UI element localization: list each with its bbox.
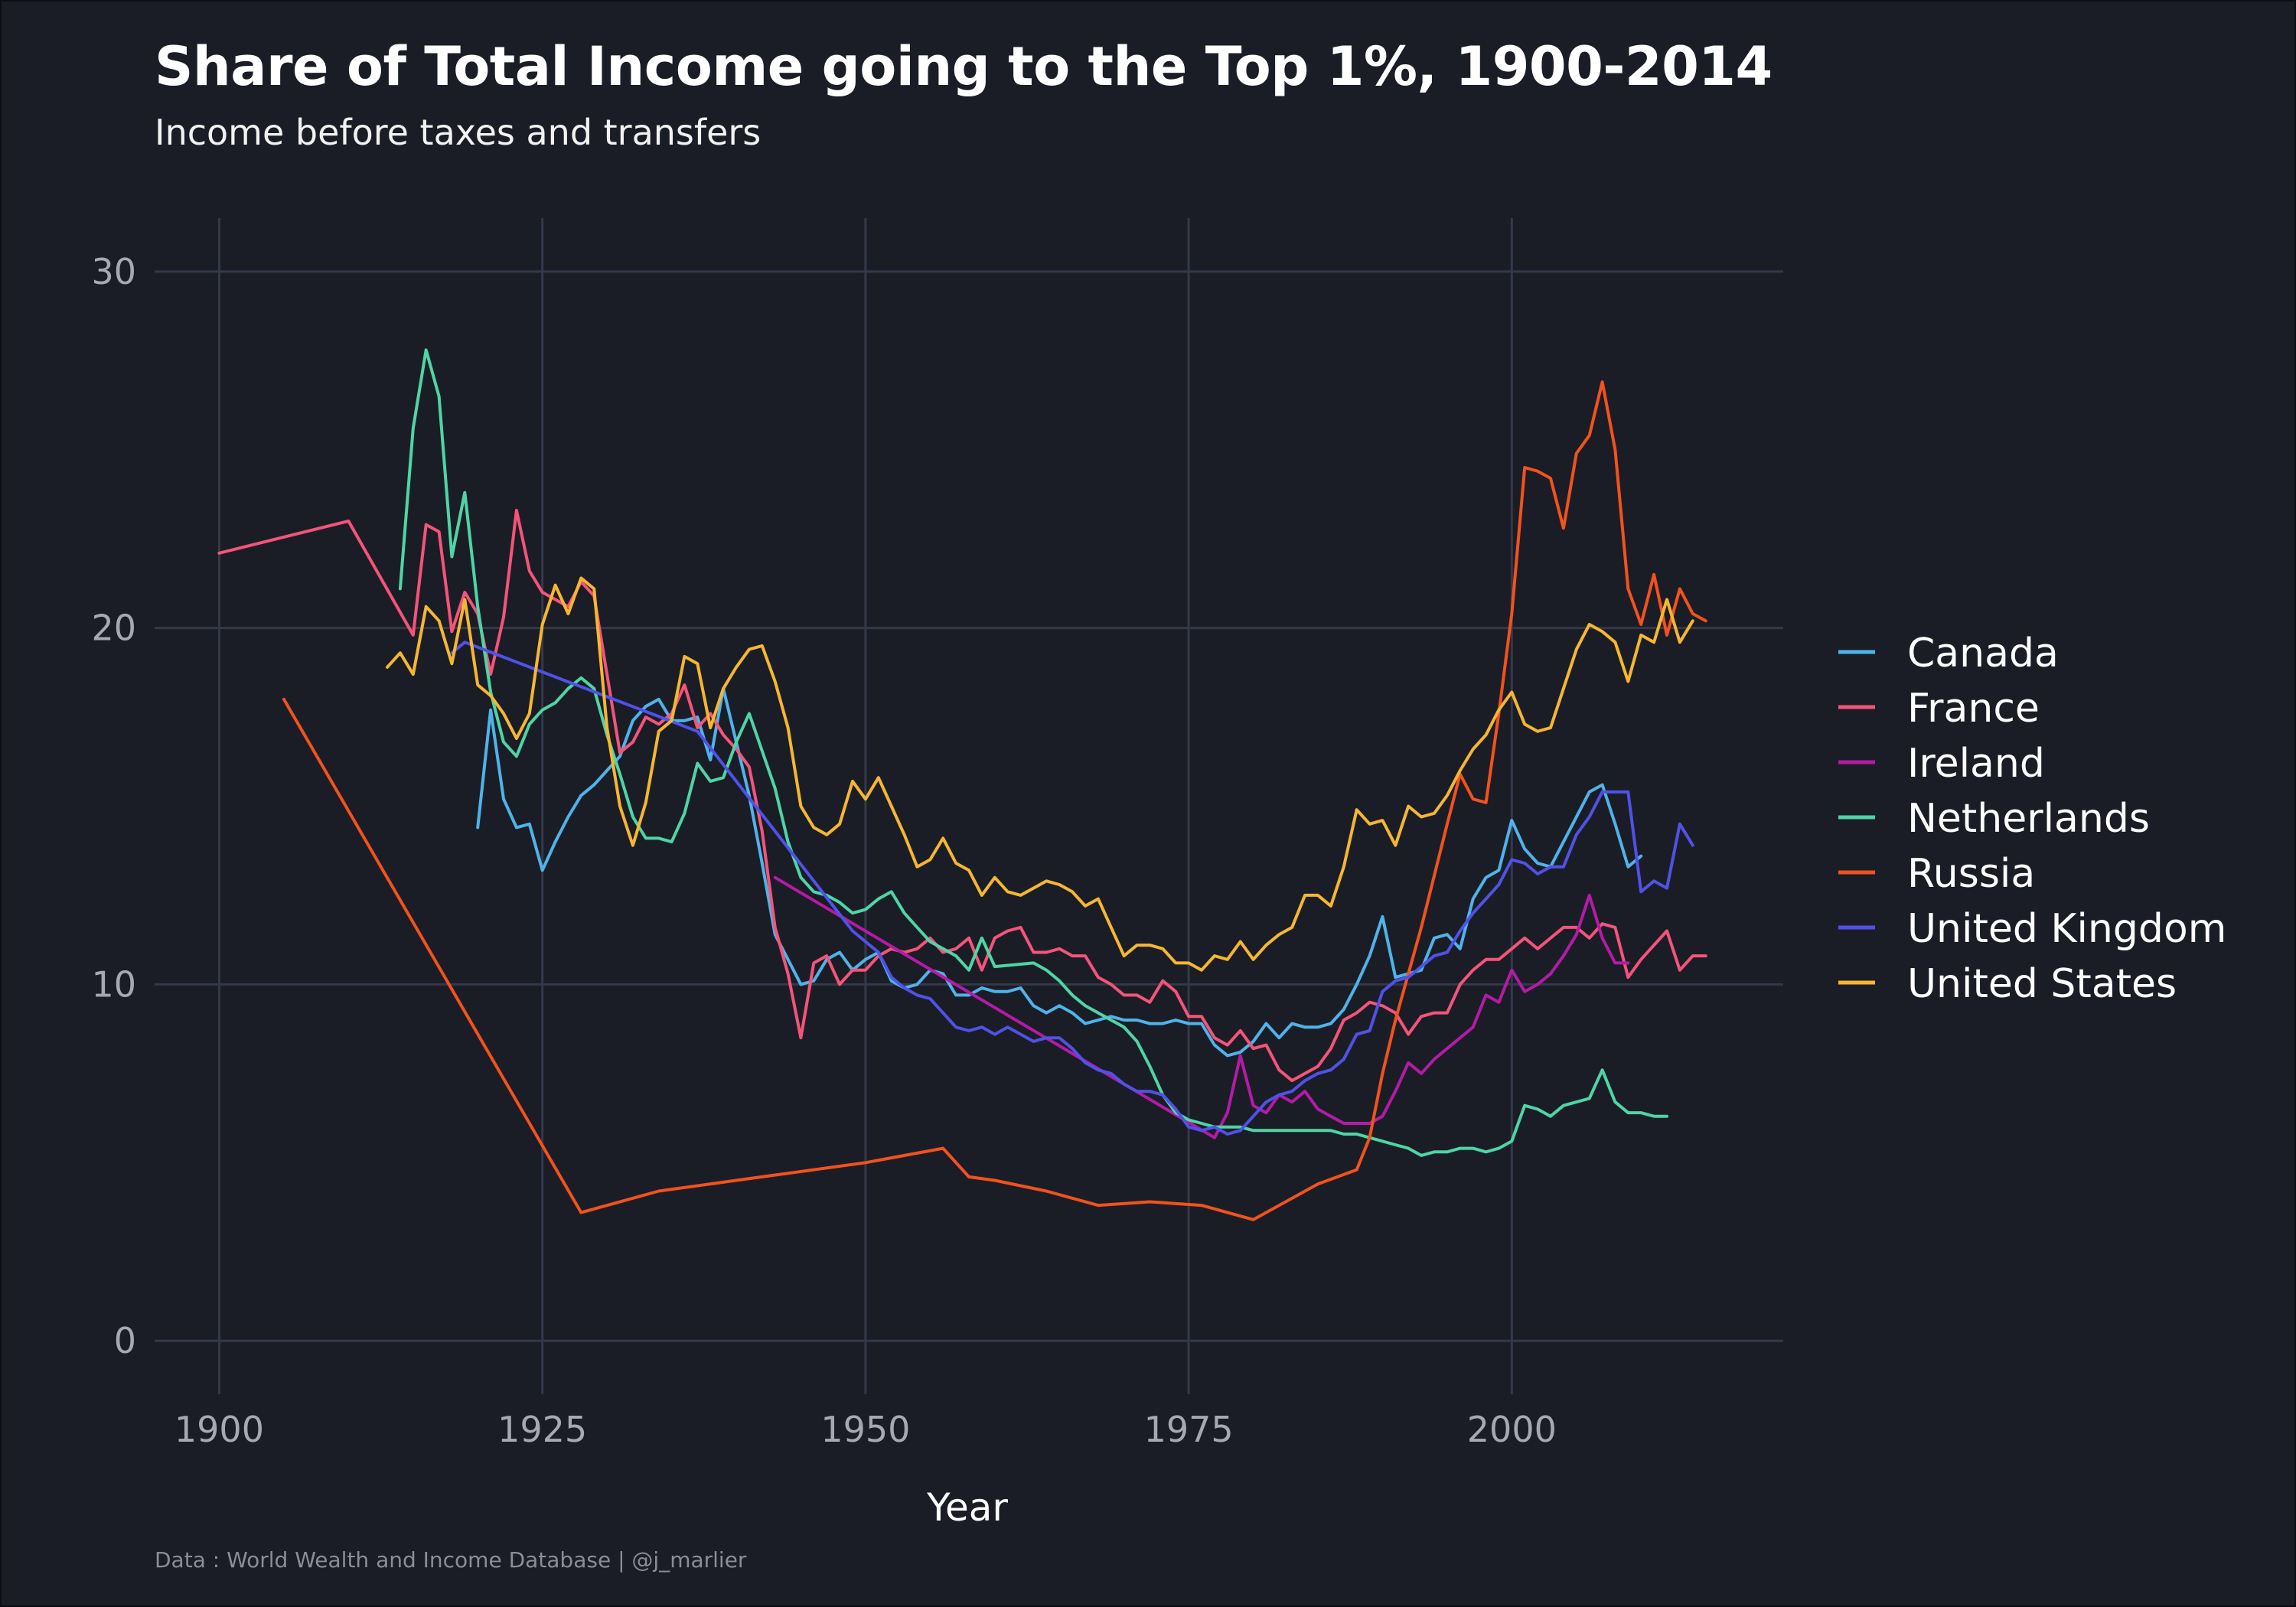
series-line-ireland bbox=[773, 875, 1630, 1139]
y-tick-labels: 0 10 20 30 bbox=[91, 251, 136, 1361]
x-tick-label-1975: 1975 bbox=[1144, 1409, 1234, 1450]
series-line-france bbox=[217, 508, 1707, 1083]
legend-label-united-states: United States bbox=[1907, 961, 2177, 1007]
series-line-netherlands bbox=[398, 348, 1668, 1157]
chart-title: Share of Total Income going to the Top 1… bbox=[155, 35, 1773, 98]
x-tick-label-1925: 1925 bbox=[497, 1409, 587, 1450]
legend-label-united-kingdom: United Kingdom bbox=[1907, 906, 2226, 952]
y-tick-label-30: 30 bbox=[91, 251, 136, 292]
legend-label-netherlands: Netherlands bbox=[1907, 796, 2150, 842]
x-axis-title: Year bbox=[926, 1485, 1008, 1530]
legend: Canada France Ireland Netherlands Russia Unit… bbox=[1838, 631, 2226, 1007]
series-line-united-states bbox=[386, 576, 1694, 972]
series-lines bbox=[217, 348, 1707, 1221]
series-line-russia bbox=[282, 380, 1707, 1221]
legend-label-canada: Canada bbox=[1907, 631, 2059, 676]
data-source-caption: Data : World Wealth and Income Database … bbox=[155, 1547, 747, 1573]
x-tick-label-1950: 1950 bbox=[820, 1409, 910, 1450]
series-line-united-kingdom bbox=[450, 641, 1694, 1136]
legend-label-russia: Russia bbox=[1907, 851, 2035, 897]
legend-label-france: France bbox=[1907, 686, 2040, 732]
x-gridlines bbox=[217, 218, 1513, 1394]
legend-label-ireland: Ireland bbox=[1907, 741, 2045, 787]
x-tick-label-2000: 2000 bbox=[1467, 1409, 1557, 1450]
chart-subtitle: Income before taxes and transfers bbox=[155, 112, 762, 153]
y-tick-label-20: 20 bbox=[91, 608, 136, 649]
x-tick-label-1900: 1900 bbox=[174, 1409, 264, 1450]
x-tick-labels: 1900 1925 1950 1975 2000 bbox=[174, 1409, 1557, 1450]
series-line-canada bbox=[476, 686, 1643, 1058]
y-tick-label-10: 10 bbox=[91, 963, 136, 1005]
y-tick-label-0: 0 bbox=[114, 1320, 136, 1361]
y-gridlines bbox=[155, 270, 1783, 1342]
